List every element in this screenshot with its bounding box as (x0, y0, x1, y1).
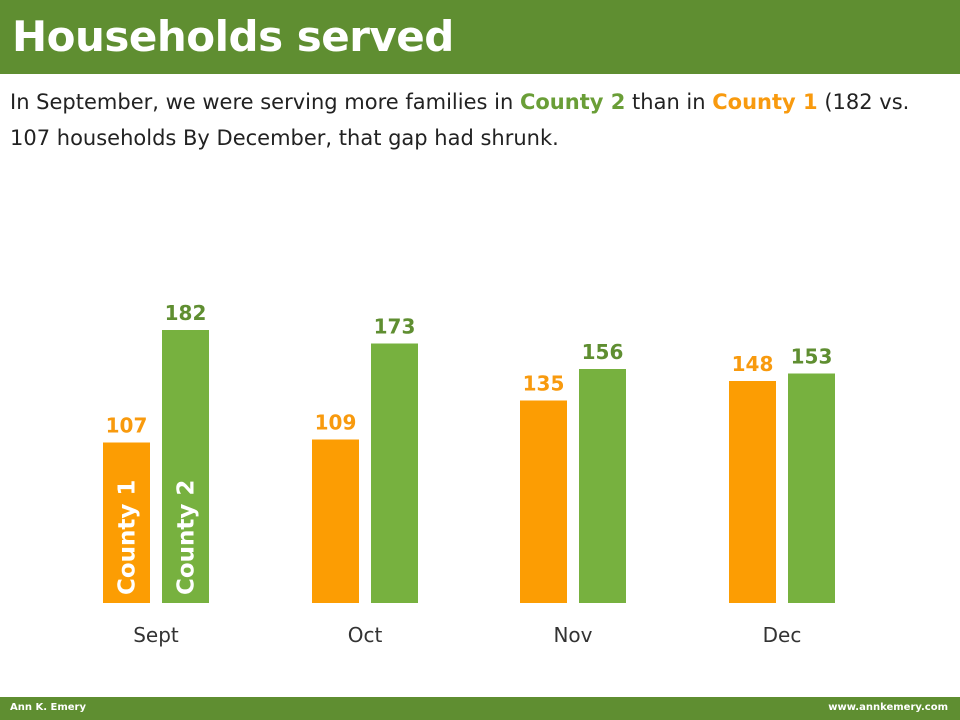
bar-county-1-dec (729, 381, 776, 603)
subtitle-county-2: County 2 (519, 90, 626, 114)
value-label-county-1-oct: 109 (315, 411, 357, 435)
subtitle-text-1: In September, we were serving more famil… (10, 90, 520, 114)
value-label-county-1-sept: 107 (106, 414, 148, 438)
value-label-county-1-nov: 135 (523, 372, 565, 396)
bar-county-1-oct (312, 439, 359, 603)
value-label-county-2-dec: 153 (791, 345, 833, 369)
title-bar: Households served (0, 0, 960, 74)
bar-chart: 107 County 1 182 County 2 Sept 109 173 Oct 135 15… (103, 301, 835, 647)
page-title: Households served (12, 12, 454, 61)
value-label-county-2-oct: 173 (374, 315, 416, 339)
x-tick-label-oct: Oct (348, 623, 383, 647)
value-label-county-2-nov: 156 (582, 340, 624, 364)
bar-county-2-nov (579, 369, 626, 603)
subtitle: In September, we were serving more famil… (10, 84, 950, 156)
footer-author: Ann K. Emery (10, 702, 86, 713)
series-label-county-2: County 2 (174, 480, 200, 595)
chart: 107 County 1 182 County 2 Sept 109 173 Oct 135 15… (0, 200, 960, 670)
subtitle-text-2: than in (625, 90, 713, 114)
value-label-county-1-dec: 148 (732, 352, 774, 376)
bar-county-2-sept (162, 330, 209, 603)
x-tick-label-dec: Dec (763, 623, 802, 647)
footer-website: www.annkemery.com (828, 702, 948, 713)
x-tick-label-sept: Sept (133, 623, 179, 647)
bar-county-1-sept (103, 442, 150, 603)
series-label-county-1: County 1 (115, 480, 141, 595)
bar-county-1-nov (520, 400, 567, 603)
subtitle-text-3: (182 vs. 107 households By December, tha… (10, 90, 910, 150)
subtitle-county-1: County 1 (712, 90, 818, 114)
value-label-county-2-sept: 182 (165, 301, 207, 325)
x-tick-label-nov: Nov (553, 623, 592, 647)
bar-county-2-dec (788, 373, 835, 603)
footer: Ann K. Emery www.annkemery.com (0, 697, 960, 720)
bar-county-2-oct (371, 343, 418, 603)
